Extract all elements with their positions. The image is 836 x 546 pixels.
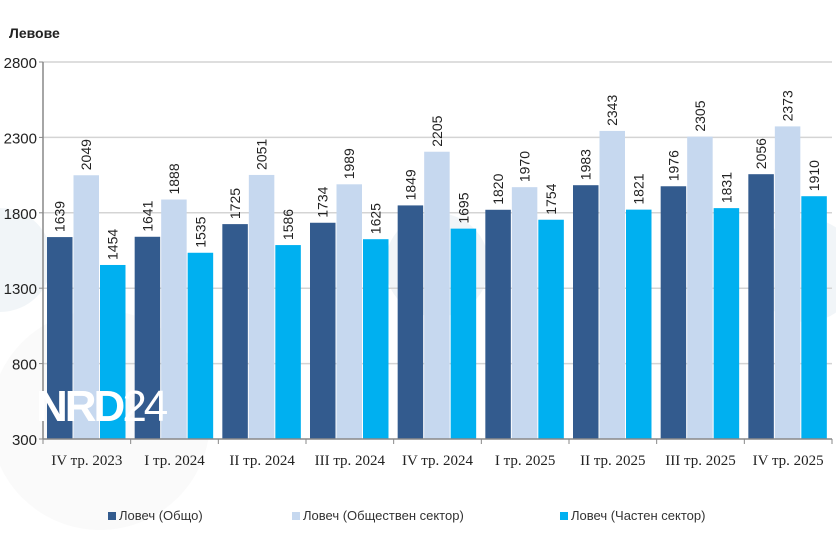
x-tick-label: IV тр. 2023 (51, 453, 122, 469)
bar (450, 228, 477, 439)
bar (774, 126, 801, 439)
bar (100, 264, 126, 439)
data-label: 1625 (368, 203, 384, 234)
data-label: 1976 (665, 150, 681, 181)
data-label: 1639 (52, 201, 68, 232)
data-label: 2373 (780, 90, 796, 121)
x-tick-label: I тр. 2025 (495, 453, 555, 469)
data-label: 1989 (341, 148, 357, 179)
data-label: 1888 (166, 163, 182, 194)
bar (748, 174, 774, 440)
bar (573, 185, 599, 439)
bar (538, 219, 564, 439)
bar (134, 236, 161, 439)
y-axis-label: Левове (9, 25, 60, 41)
bar (599, 130, 625, 440)
y-tick-label: 800 (12, 357, 37, 374)
legend-item-private: Ловеч (Частен сектор) (560, 508, 705, 523)
x-tick-label: IV тр. 2025 (753, 453, 824, 469)
bar (626, 209, 652, 439)
legend-label: Ловеч (Общо) (119, 508, 203, 523)
nrd24-logo: NRD24 (36, 382, 168, 431)
data-label: 1695 (455, 192, 471, 223)
bar (47, 237, 73, 439)
bar (73, 175, 99, 439)
bta-watermark-icon (0, 208, 52, 312)
data-label: 1831 (718, 172, 734, 203)
data-label: 1454 (105, 229, 121, 260)
data-label: 1641 (139, 200, 155, 231)
data-label: 1734 (315, 186, 331, 217)
bar (248, 174, 275, 439)
x-tick-label: I тр. 2024 (144, 453, 205, 469)
bar (187, 252, 214, 439)
data-label: 1754 (543, 183, 559, 214)
data-label: 1725 (227, 188, 243, 219)
y-tick-label: 1300 (4, 281, 37, 298)
bar (713, 208, 740, 439)
data-label: 1820 (490, 173, 506, 204)
legend-swatch (108, 511, 116, 520)
bar (222, 224, 248, 439)
y-tick-label: 2300 (4, 130, 37, 147)
bar (363, 239, 389, 439)
bar (801, 196, 827, 439)
data-label: 2305 (692, 100, 708, 131)
bar (397, 205, 424, 439)
data-label: 1983 (578, 149, 594, 180)
legend-item-public: Ловеч (Обществен сектор) (292, 508, 464, 523)
data-label: 2049 (78, 139, 94, 170)
legend-label: Ловеч (Обществен сектор) (303, 508, 464, 523)
y-tick-label: 2800 (4, 55, 37, 72)
data-label: 2205 (429, 115, 445, 146)
y-tick-label: 300 (12, 432, 37, 449)
y-tick-label: 1800 (4, 206, 37, 223)
bar (485, 209, 511, 439)
legend-swatch (560, 511, 568, 520)
data-label: 1970 (517, 151, 533, 182)
legend-swatch (292, 511, 300, 520)
bar (687, 136, 713, 439)
bar (336, 184, 362, 439)
x-tick-label: IV тр. 2024 (402, 453, 474, 469)
data-label: 2343 (604, 95, 620, 126)
data-label: 2056 (753, 138, 769, 169)
bar (275, 245, 301, 439)
data-label: 1849 (402, 169, 418, 200)
x-tick-label: II тр. 2024 (229, 453, 295, 469)
legend-label: Ловеч (Частен сектор) (571, 508, 706, 523)
data-label: 1821 (631, 173, 647, 204)
bar (161, 199, 187, 439)
legend-item-total: Ловеч (Общо) (108, 508, 203, 523)
x-tick-label: II тр. 2025 (580, 453, 645, 469)
x-tick-label: III тр. 2025 (665, 453, 735, 469)
x-tick-label: III тр. 2024 (315, 453, 386, 469)
bar (511, 187, 538, 439)
data-label: 1586 (280, 209, 296, 240)
data-label: 1910 (806, 160, 822, 191)
bar (660, 186, 687, 439)
data-label: 2051 (254, 139, 270, 170)
data-label: 1535 (192, 216, 208, 247)
bar (424, 151, 450, 439)
bar (310, 222, 336, 439)
